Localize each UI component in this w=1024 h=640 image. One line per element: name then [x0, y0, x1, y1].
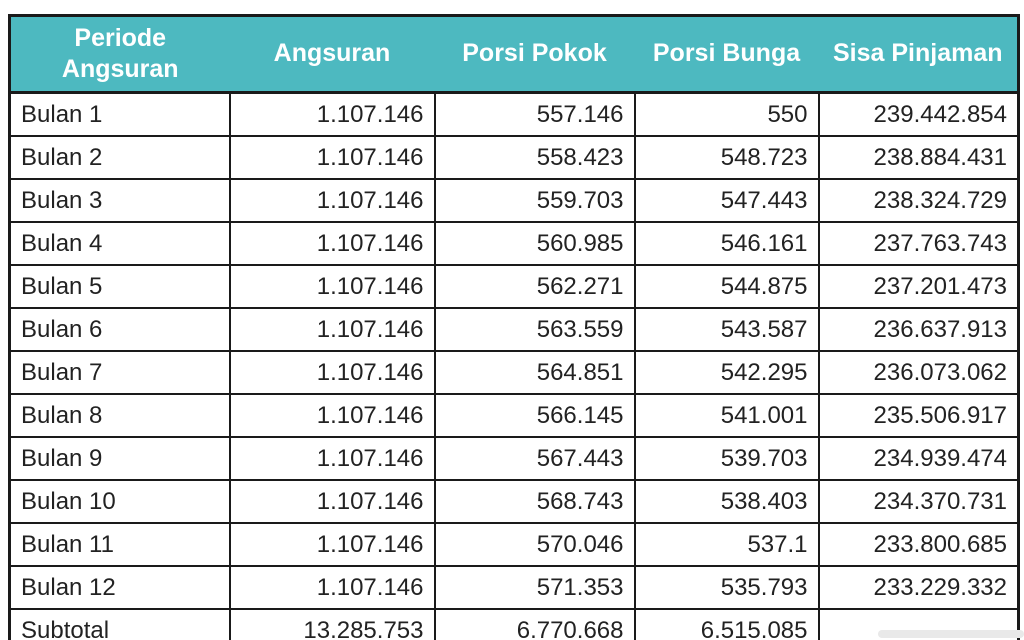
cell-porsi-pokok: 566.145 — [433, 393, 636, 438]
cell-periode: Subtotal — [8, 608, 231, 640]
cell-angsuran: 1.107.146 — [228, 393, 436, 438]
cell-porsi-pokok: 558.423 — [433, 135, 636, 180]
header-angsuran: Angsuran — [229, 14, 435, 94]
cell-sisa-pinjaman: 236.637.913 — [817, 307, 1020, 352]
table-row: Bulan 9 1.107.146 567.443 539.703 234.939.47… — [8, 436, 1020, 481]
cell-porsi-bunga: 550 — [633, 91, 820, 137]
table-row: Bulan 6 1.107.146 563.559 543.587 236.637.91… — [8, 307, 1020, 352]
table-row: Bulan 8 1.107.146 566.145 541.001 235.506.91… — [8, 393, 1020, 438]
cell-angsuran: 1.107.146 — [228, 178, 436, 223]
cell-angsuran: 1.107.146 — [228, 436, 436, 481]
cell-porsi-bunga: 543.587 — [633, 307, 820, 352]
cell-porsi-bunga: 542.295 — [633, 350, 820, 395]
subtotal-row: Subtotal 13.285.753 6.770.668 6.515.085- — [8, 608, 1020, 640]
header-sisa-pinjaman: Sisa Pinjaman — [818, 14, 1019, 94]
cell-angsuran: 1.107.146 — [228, 221, 436, 266]
cell-angsuran: 1.107.146 — [228, 565, 436, 610]
cell-porsi-bunga: 537.1 — [633, 522, 820, 567]
header-porsi-bunga: Porsi Bunga — [634, 14, 819, 94]
cell-porsi-bunga: 546.161 — [633, 221, 820, 266]
cell-periode: Bulan 12 — [8, 565, 231, 610]
cell-angsuran: 1.107.146 — [228, 522, 436, 567]
cell-porsi-bunga: 544.875 — [633, 264, 820, 309]
cell-sisa-pinjaman: 237.763.743 — [817, 221, 1020, 266]
cell-angsuran: 1.107.146 — [228, 135, 436, 180]
cell-sisa-pinjaman: 239.442.854 — [817, 91, 1020, 137]
cell-porsi-pokok: 563.559 — [433, 307, 636, 352]
cell-porsi-pokok: 559.703 — [433, 178, 636, 223]
cell-porsi-pokok: 570.046 — [433, 522, 636, 567]
table-row: Bulan 5 1.107.146 562.271 544.875 237.201.47… — [8, 264, 1020, 309]
cell-porsi-bunga: 548.723 — [633, 135, 820, 180]
cell-periode: Bulan 8 — [8, 393, 231, 438]
cell-sisa-pinjaman: 238.324.729 — [817, 178, 1020, 223]
cell-periode: Bulan 5 — [8, 264, 231, 309]
cell-porsi-pokok: 568.743 — [433, 479, 636, 524]
cell-sisa-pinjaman: 234.370.731 — [817, 479, 1020, 524]
cell-angsuran: 1.107.146 — [228, 264, 436, 309]
cell-sisa-pinjaman: 234.939.474 — [817, 436, 1020, 481]
table-row: Bulan 1 1.107.146 557.146 550 239.442.854 — [8, 91, 1020, 137]
cell-sisa-pinjaman: 233.800.685 — [817, 522, 1020, 567]
cell-periode: Bulan 10 — [8, 479, 231, 524]
cell-periode: Bulan 2 — [8, 135, 231, 180]
cell-periode: Bulan 1 — [8, 91, 231, 137]
cell-porsi-pokok: 567.443 — [433, 436, 636, 481]
cell-porsi-pokok: 562.271 — [433, 264, 636, 309]
table-header: Periode Angsuran Angsuran Porsi Pokok Po… — [9, 14, 1019, 94]
header-row: Periode Angsuran Angsuran Porsi Pokok Po… — [9, 14, 1019, 94]
cell-porsi-pokok: 571.353 — [433, 565, 636, 610]
table-body: Bulan 1 1.107.146 557.146 550 239.442.854 Bul… — [8, 91, 1020, 640]
cell-angsuran: 1.107.146 — [228, 307, 436, 352]
cell-porsi-bunga: 547.443 — [633, 178, 820, 223]
table-row: Bulan 10 1.107.146 568.743 538.403 234.370.7… — [8, 479, 1020, 524]
cell-porsi-bunga: 539.703 — [633, 436, 820, 481]
cell-sisa-pinjaman: 235.506.917 — [817, 393, 1020, 438]
table-row: Bulan 11 1.107.146 570.046 537.1 233.800.685 — [8, 522, 1020, 567]
cell-porsi-bunga: 538.403 — [633, 479, 820, 524]
cell-periode: Bulan 11 — [8, 522, 231, 567]
cell-porsi-bunga: 541.001 — [633, 393, 820, 438]
cell-porsi-pokok: 6.770.668 — [433, 608, 636, 640]
cell-porsi-pokok: 557.146 — [433, 91, 636, 137]
cell-periode: Bulan 4 — [8, 221, 231, 266]
table-row: Bulan 12 1.107.146 571.353 535.793 233.229.3… — [8, 565, 1020, 610]
header-periode-angsuran: Periode Angsuran — [9, 14, 230, 94]
cell-sisa-pinjaman: 238.884.431 — [817, 135, 1020, 180]
cell-periode: Bulan 6 — [8, 307, 231, 352]
header-porsi-pokok: Porsi Pokok — [434, 14, 635, 94]
table-row: Bulan 7 1.107.146 564.851 542.295 236.073.06… — [8, 350, 1020, 395]
cell-angsuran: 13.285.753 — [228, 608, 436, 640]
cell-porsi-pokok: 564.851 — [433, 350, 636, 395]
cell-angsuran: 1.107.146 — [228, 91, 436, 137]
cell-angsuran: 1.107.146 — [228, 479, 436, 524]
cell-porsi-pokok: 560.985 — [433, 221, 636, 266]
scrollbar-artifact — [878, 630, 1024, 638]
cell-sisa-pinjaman: 236.073.062 — [817, 350, 1020, 395]
amortization-table: Periode Angsuran Angsuran Porsi Pokok Po… — [8, 14, 1020, 640]
table-row: Bulan 2 1.107.146 558.423 548.723 238.884.43… — [8, 135, 1020, 180]
cell-porsi-bunga: 6.515.085 — [633, 608, 820, 640]
cell-sisa-pinjaman: 237.201.473 — [817, 264, 1020, 309]
cell-porsi-bunga: 535.793 — [633, 565, 820, 610]
cell-angsuran: 1.107.146 — [228, 350, 436, 395]
cell-periode: Bulan 7 — [8, 350, 231, 395]
cell-sisa-pinjaman: 233.229.332 — [817, 565, 1020, 610]
table-row: Bulan 3 1.107.146 559.703 547.443 238.324.72… — [8, 178, 1020, 223]
table-row: Bulan 4 1.107.146 560.985 546.161 237.763.74… — [8, 221, 1020, 266]
cell-periode: Bulan 9 — [8, 436, 231, 481]
cell-periode: Bulan 3 — [8, 178, 231, 223]
